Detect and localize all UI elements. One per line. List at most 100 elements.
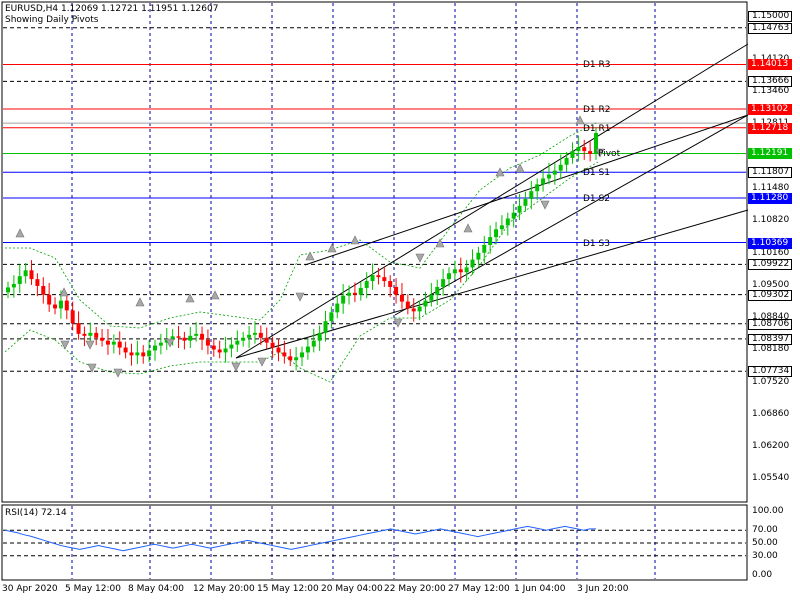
candle-body: [394, 286, 399, 295]
candle-body: [317, 332, 322, 341]
date-axis-label: 22 May 20:00: [384, 584, 446, 594]
price-tag: 1.10369: [748, 237, 792, 249]
price-tag: 1.11807: [748, 167, 792, 179]
candle-body: [88, 332, 93, 336]
candle-body: [452, 269, 457, 274]
fractal-marker: [113, 368, 123, 378]
price-axis-label: 1.06860: [752, 408, 790, 419]
candle-body: [311, 340, 316, 347]
candle-body: [64, 300, 69, 311]
candle-body: [223, 348, 228, 353]
candle-body: [153, 345, 157, 351]
candle-body: [276, 347, 281, 353]
fractal-marker: [135, 297, 145, 307]
price-tag: 1.09302: [748, 289, 792, 301]
fractal-marker: [210, 290, 220, 300]
candle-body: [170, 336, 175, 340]
candle-body: [41, 285, 46, 295]
fractal-marker: [85, 340, 95, 350]
pivot-level-label: D1 S1: [583, 168, 610, 179]
rsi-axis-label: 70.00: [752, 525, 778, 536]
candle-body: [188, 335, 193, 341]
fractal-marker: [185, 293, 195, 303]
fractal-marker: [295, 292, 305, 302]
rsi-axis-label: 30.00: [752, 550, 778, 561]
candle-body: [564, 157, 569, 165]
price-tag: 1.13666: [748, 76, 792, 88]
candle-body: [470, 259, 475, 268]
candle-body: [105, 340, 110, 345]
candle-body: [6, 287, 10, 293]
fractal-marker: [305, 251, 315, 261]
candles: [6, 127, 598, 371]
date-axis-label: 30 Apr 2020: [2, 584, 58, 594]
price-axis-label: 1.14120: [752, 54, 789, 64]
candle-body: [341, 295, 346, 304]
candle-body: [558, 164, 563, 171]
pivot-level-label: Pivot: [598, 149, 621, 160]
candle-body: [335, 303, 340, 313]
candle-body: [129, 352, 134, 356]
main-chart-frame: [1, 1, 748, 503]
candle-body: [305, 346, 310, 353]
candle-body: [58, 300, 63, 309]
candle-body: [270, 342, 275, 348]
candle-body: [229, 344, 234, 349]
candle-body: [382, 277, 387, 282]
candle-body: [488, 237, 493, 245]
candle-body: [194, 333, 199, 336]
grid: [71, 3, 656, 579]
rsi-axis-label: 0.00: [752, 570, 773, 580]
fractal-marker: [463, 223, 473, 233]
candle-body: [364, 281, 369, 288]
candle-body: [588, 151, 593, 155]
fractal-marker: [595, 148, 605, 158]
candle-body: [123, 347, 128, 353]
candle-body: [200, 333, 205, 340]
trendline: [235, 43, 749, 359]
candle-body: [35, 279, 40, 286]
candle-body: [435, 286, 440, 295]
fractal-marker: [415, 253, 425, 263]
fractal-marker: [495, 167, 505, 177]
candle-body: [552, 170, 557, 175]
candle-body: [135, 352, 140, 356]
candle-body: [370, 275, 375, 282]
fractal-marker: [231, 362, 241, 372]
candle-body: [217, 349, 222, 353]
candle-body: [47, 294, 52, 305]
rsi-line: [4, 525, 597, 552]
candle-body: [594, 133, 598, 155]
envelope-bands: [4, 121, 599, 383]
fractal-marker: [15, 228, 25, 238]
candle-body: [546, 174, 551, 179]
candle-body: [352, 292, 357, 295]
price-tag: 1.08397: [748, 333, 792, 345]
candle-body: [211, 345, 216, 350]
price-tag: 1.14013: [748, 59, 792, 71]
price-axis-label: 1.11480: [752, 183, 790, 194]
candle-body: [441, 279, 446, 287]
date-axis-label: 8 May 04:00: [128, 584, 184, 594]
candle-body: [176, 336, 181, 338]
candle-body: [458, 269, 463, 273]
candle-body: [117, 341, 122, 348]
candle-body: [252, 332, 257, 335]
candle-body: [535, 184, 540, 192]
candle-body: [541, 178, 546, 185]
fractal-marker: [350, 235, 360, 245]
date-axis-label: 1 Jun 04:00: [514, 584, 566, 594]
candle-body: [53, 304, 58, 309]
price-axis-label: 1.10820: [752, 215, 790, 226]
fractal-marker: [515, 163, 525, 173]
fractal-marker: [87, 363, 97, 373]
price-tag: 1.07734: [748, 366, 792, 378]
price-axis-label: 1.05540: [752, 473, 790, 484]
rsi-plot: [3, 525, 746, 557]
candle-body: [29, 270, 34, 280]
price-axis-label: 1.08180: [752, 344, 790, 355]
price-axis-label: 1.09500: [752, 279, 790, 290]
chart-subtitle: Showing Daily Pivots: [5, 15, 99, 25]
candle-body: [517, 205, 522, 213]
